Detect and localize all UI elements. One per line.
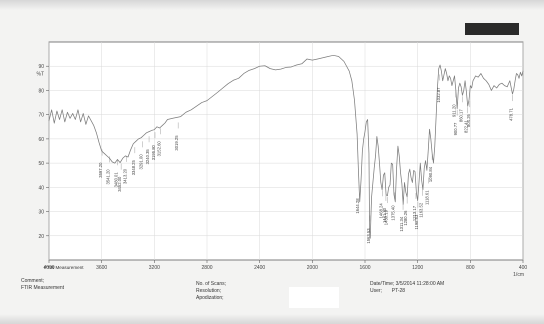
peak-label: 1563.53 [366,228,371,244]
peak-label: 1430.19 [383,209,388,225]
peak-label: 1441.30 [382,207,387,223]
peak-label: 3541.20 [105,169,110,185]
x-tick-label: 3600 [96,265,107,271]
x-tick-label: 1200 [412,265,423,271]
peak-label: 478.71 [509,107,514,120]
apodization-label: Apodization; [196,295,224,301]
peak-label: 1468.24 [378,203,383,219]
peak-label: 900.77 [453,122,458,135]
peak-label: 3597.20 [98,162,103,178]
peak-label: 1090.84 [428,166,433,182]
peak-label: 822.41 [463,120,468,133]
x-tick-label: 2000 [307,265,318,271]
x-tick-label: 2800 [201,265,212,271]
y-tick-label: 90 [38,64,44,70]
x-axis-unit-label: 1/cm [513,272,524,278]
peak-label: 1198.63 [414,214,419,229]
peak-label: 1213.17 [412,205,417,221]
user-label: User; [370,288,382,294]
user-row: User; PT-28 [370,288,444,295]
datetime-block: Date/Time; 3/5/2014 11:28:00 AM User; PT… [370,281,444,295]
scans-label: No. of Scans; [196,281,227,287]
peak-label: 3291.00 [138,154,143,170]
bottom-left-axis-label: FTIR Measurement [44,265,84,270]
peak-label: 804.26 [466,113,471,126]
datetime-label: Date/Time; 3/5/2014 11:28:00 AM [370,281,445,287]
y-tick-label: 50 [38,161,44,167]
peak-label: 1375.40 [391,205,396,221]
ftir-measurement-label: FTIR Measurement [44,265,84,270]
y-tick-label: 60 [38,137,44,143]
x-tick-label: 2400 [254,265,265,271]
spectrum-line [48,54,524,239]
comment-label: Comment; [21,278,45,284]
peak-label: 3452.00 [117,176,122,192]
peak-label: 860.17 [458,109,463,122]
peak-label: 3348.25 [131,159,136,175]
resolution-label: Resolution; [196,288,222,294]
x-tick-label: 3200 [149,265,160,271]
y-tick-label: 80 [38,88,44,94]
y-tick-label: 20 [38,234,44,240]
plot-area [48,41,524,261]
comment-value: FTIR Measurement [21,285,65,291]
peak-label: 1032.87 [436,87,441,103]
top-shadow [0,0,544,10]
peak-label: 1311.34 [399,216,404,231]
comment-block: Comment; FTIR Measurement [21,278,64,292]
bottom-shadow [0,314,544,324]
user-value: PT-28 [391,288,406,294]
x-tick-label: 800 [466,265,475,271]
peak-label: 3152.60 [157,141,162,157]
x-tick-label: 4000 [43,265,54,271]
peak-label: 1644.28 [355,198,360,214]
peak-label: 3413.20 [122,168,127,184]
y-tick-label: 40 [38,185,44,191]
redaction-bar [465,23,519,35]
peak-label: 3019.25 [174,135,179,151]
y-tick-label: 70 [38,113,44,119]
footer-white-box [289,287,339,308]
y-axis-unit-label: %T [37,71,45,77]
peak-label: 3480.01 [113,172,118,188]
acquisition-block: No. of Scans; Resolution; Apodization; [196,281,226,302]
peak-label: 3195.80 [151,144,156,160]
peak-label: 1118.61 [424,190,429,205]
y-tick-label: 30 [38,210,44,216]
peak-label: 3240.35 [145,149,150,165]
peak-label: 1163.52 [419,202,424,217]
x-tick-label: 400 [519,265,528,271]
peak-label: 911.20 [452,104,457,117]
peak-label: 1280.26 [403,210,408,226]
x-tick-label: 1600 [359,265,370,271]
